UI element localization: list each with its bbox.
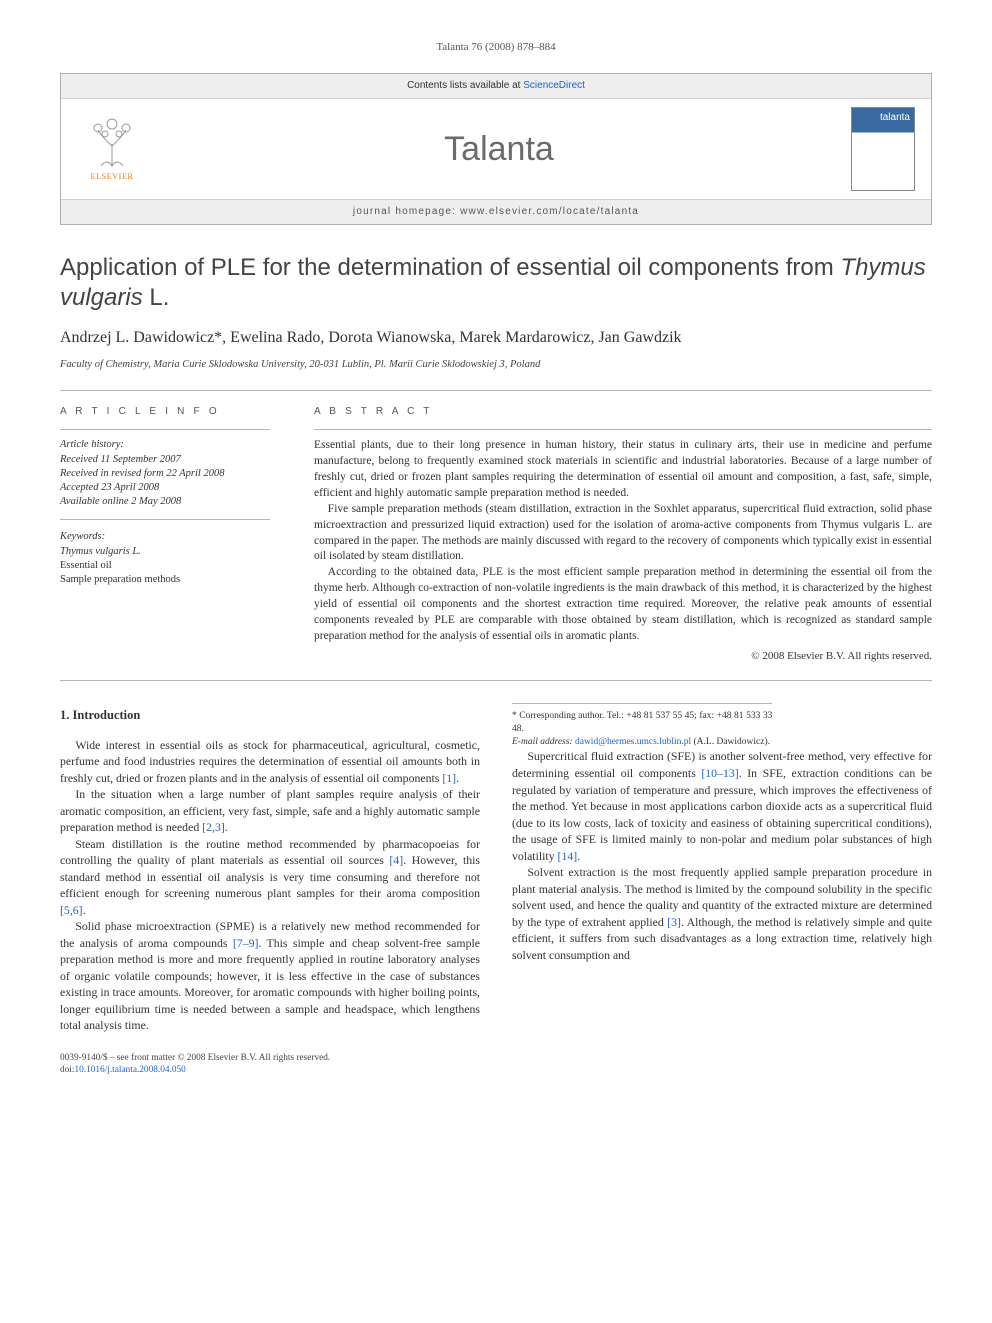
footer-doi: doi:10.1016/j.talanta.2008.04.050 [60,1064,932,1077]
body-paragraph: Solvent extraction is the most frequentl… [512,864,932,963]
history-received: Received 11 September 2007 [60,453,270,467]
footer-copyright: 0039-9140/$ – see front matter © 2008 El… [60,1052,932,1065]
keyword-item: Thymus vulgaris L. [60,545,270,559]
ref-link[interactable]: [2,3] [202,820,225,834]
section-heading: 1. Introduction [60,707,480,725]
journal-cover-icon: talanta [851,107,915,191]
ref-link[interactable]: [4] [389,853,403,867]
article-history: Article history: Received 11 September 2… [60,430,270,520]
journal-name: Talanta [444,126,554,174]
banner-mid: ELSEVIER Talanta talanta [61,99,931,199]
corresponding-author: * Corresponding author. Tel.: +48 81 537… [512,703,772,748]
ref-link[interactable]: [3] [667,915,681,929]
journal-banner: Contents lists available at ScienceDirec… [60,73,932,225]
banner-top: Contents lists available at ScienceDirec… [61,74,931,99]
corr-line1: * Corresponding author. Tel.: +48 81 537… [512,710,772,736]
page-citation: Talanta 76 (2008) 878–884 [60,40,932,55]
abstract-body: Essential plants, due to their long pres… [314,430,932,664]
contents-available-text: Contents lists available at [407,80,523,91]
page-footer: 0039-9140/$ – see front matter © 2008 El… [60,1052,932,1077]
authors-line: Andrzej L. Dawidowicz*, Ewelina Rado, Do… [60,327,932,349]
body-text: 1. Introduction Wide interest in essenti… [60,703,932,1034]
doi-link[interactable]: 10.1016/j.talanta.2008.04.050 [74,1065,185,1075]
history-revised: Received in revised form 22 April 2008 [60,467,270,481]
corr-email-line: E-mail address: dawid@hermes.umcs.lublin… [512,736,772,749]
abstract-p3: According to the obtained data, PLE is t… [314,565,932,644]
history-accepted: Accepted 23 April 2008 [60,481,270,495]
elsevier-logo: ELSEVIER [77,109,147,189]
article-info-label: A R T I C L E I N F O [60,405,270,419]
ref-link[interactable]: [1] [442,771,456,785]
keywords-block: Keywords: Thymus vulgaris L. Essential o… [60,530,270,587]
abstract-label: A B S T R A C T [314,405,932,419]
elsevier-label: ELSEVIER [91,171,134,182]
abstract-p2: Five sample preparation methods (steam d… [314,502,932,565]
homepage-label: journal homepage: [353,206,460,217]
history-online: Available online 2 May 2008 [60,495,270,509]
sciencedirect-link[interactable]: ScienceDirect [523,80,585,91]
body-paragraph: In the situation when a large number of … [60,786,480,836]
body-paragraph: Wide interest in essential oils as stock… [60,737,480,787]
homepage-url: www.elsevier.com/locate/talanta [460,206,639,217]
article-title: Application of PLE for the determination… [60,253,932,313]
divider [60,680,932,681]
history-heading: Article history: [60,438,270,452]
body-paragraph: Steam distillation is the routine method… [60,836,480,919]
abstract-copyright: © 2008 Elsevier B.V. All rights reserved… [314,649,932,664]
meta-row: A R T I C L E I N F O Article history: R… [60,391,932,680]
title-suffix: L. [143,284,170,311]
title-prefix: Application of PLE for the determination… [60,254,840,281]
keyword-item: Essential oil [60,559,270,573]
ref-link[interactable]: [14] [558,849,578,863]
ref-link[interactable]: [5,6] [60,903,83,917]
journal-cover-label: talanta [880,108,914,125]
body-paragraph: Supercritical fluid extraction (SFE) is … [512,748,932,864]
banner-bottom: journal homepage: www.elsevier.com/locat… [61,199,931,224]
corr-email-link[interactable]: dawid@hermes.umcs.lublin.pl [575,737,691,747]
ref-link[interactable]: [10–13] [701,766,738,780]
keywords-heading: Keywords: [60,530,270,544]
body-paragraph: Solid phase microextraction (SPME) is a … [60,918,480,1034]
abstract-column: A B S T R A C T Essential plants, due to… [314,405,932,664]
affiliation: Faculty of Chemistry, Maria Curie Sklodo… [60,358,932,373]
abstract-p1: Essential plants, due to their long pres… [314,438,932,501]
keyword-item: Sample preparation methods [60,573,270,587]
elsevier-tree-icon [89,116,135,168]
ref-link[interactable]: [7–9] [233,936,259,950]
article-info-column: A R T I C L E I N F O Article history: R… [60,405,270,664]
